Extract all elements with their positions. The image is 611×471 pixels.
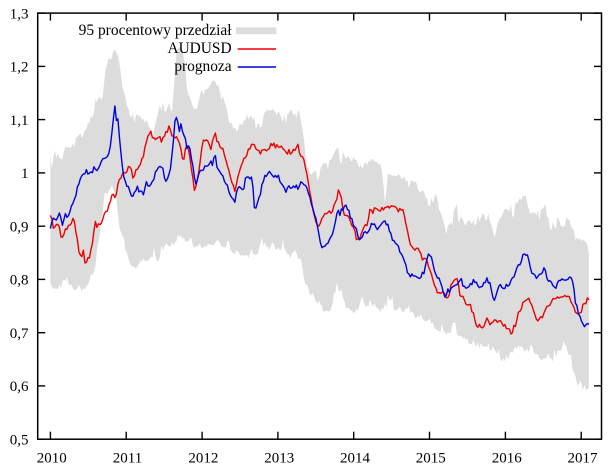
svg-text:0,8: 0,8	[10, 273, 29, 289]
svg-text:1,3: 1,3	[10, 6, 29, 22]
svg-text:1: 1	[21, 166, 29, 182]
svg-text:95 procentowy przedział: 95 procentowy przedział	[79, 22, 233, 39]
svg-text:1,2: 1,2	[10, 60, 29, 76]
svg-text:0,5: 0,5	[10, 432, 29, 448]
svg-text:2013: 2013	[264, 451, 294, 467]
svg-text:2010: 2010	[37, 451, 67, 467]
svg-text:2015: 2015	[416, 451, 446, 467]
svg-text:2012: 2012	[188, 451, 218, 467]
svg-text:prognoza: prognoza	[174, 58, 231, 75]
svg-text:2016: 2016	[492, 451, 523, 467]
svg-text:0,6: 0,6	[10, 379, 29, 395]
svg-text:0,9: 0,9	[10, 219, 29, 235]
svg-text:2011: 2011	[113, 451, 142, 467]
svg-text:1,1: 1,1	[10, 113, 29, 129]
svg-text:2017: 2017	[568, 451, 599, 467]
svg-text:2014: 2014	[340, 451, 371, 467]
svg-text:0,7: 0,7	[10, 326, 29, 342]
svg-text:AUDUSD: AUDUSD	[167, 40, 231, 57]
